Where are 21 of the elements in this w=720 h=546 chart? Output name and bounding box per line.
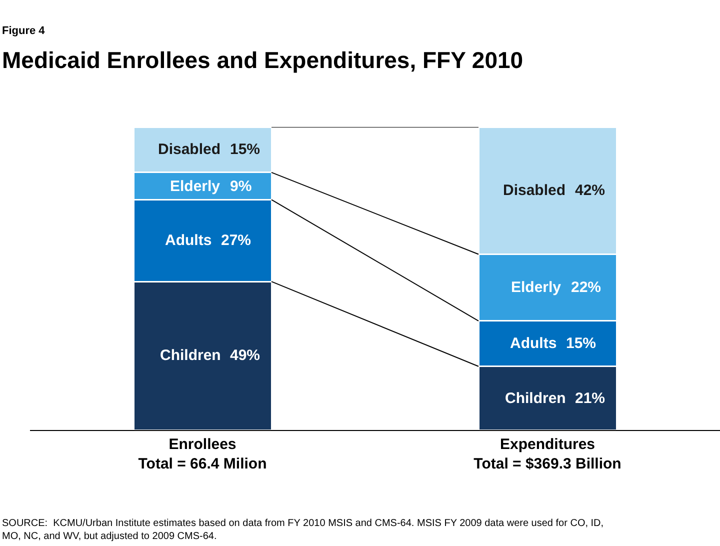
data-label: 42% <box>575 182 606 199</box>
series-label: Disabled <box>158 141 221 158</box>
data-label: 27% <box>221 232 252 249</box>
data-label: 22% <box>571 279 602 296</box>
data-label: 15% <box>230 141 260 158</box>
series-label: Elderly <box>170 178 221 195</box>
text: Adults <box>165 232 212 249</box>
text: Elderly <box>511 279 562 296</box>
x-tick-label: Enrollees Total = 66.4 Milion <box>138 436 267 472</box>
chart-title: Medicaid Enrollees and Expenditures, FFY 2010 <box>2 47 524 73</box>
data-label: 49% <box>230 347 260 364</box>
data-label: 9% <box>230 178 252 195</box>
source-note: SOURCE: KCMU/Urban Institute estimates based on data from FY 2010 MSIS and CMS-64. MSIS FY 2009 data were used for CO, ID, MO, NC, and WV, but adjusted to 2009 CMS-64. <box>2 518 604 542</box>
data-label: 15% <box>566 335 596 352</box>
x-tick-label: Expenditures Total = $369.3 Billion <box>474 436 622 472</box>
series-label: Adults <box>510 335 557 352</box>
chart-subtitle: Figure 4 <box>2 25 46 37</box>
text: Disabled <box>503 182 566 199</box>
text: Children <box>160 347 221 364</box>
series-label: Children <box>505 390 566 407</box>
data-label: 21% <box>575 390 606 407</box>
